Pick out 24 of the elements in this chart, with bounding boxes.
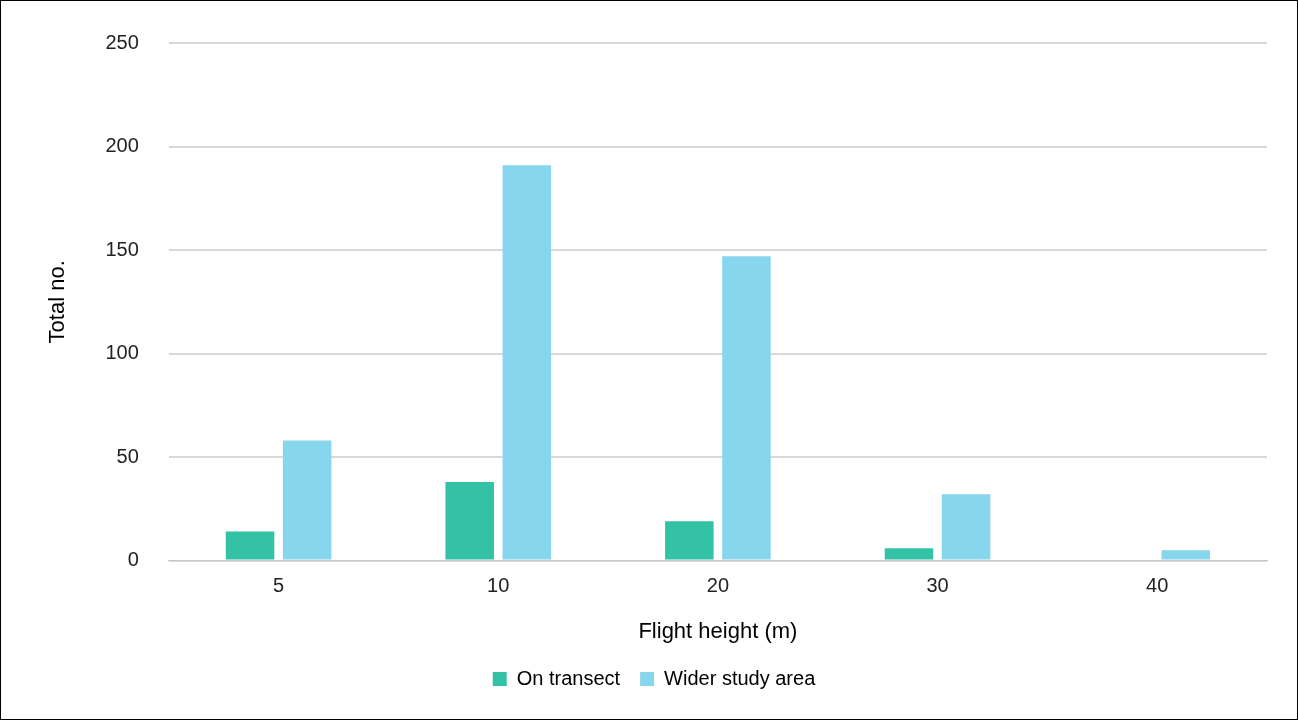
x-axis-title: Flight height (m) [638, 617, 798, 643]
y-tick-label: 200 [105, 134, 139, 157]
bar [502, 165, 552, 560]
legend-label: On transect [516, 666, 621, 689]
bar [445, 481, 494, 560]
x-tick-label: 40 [1146, 574, 1169, 597]
x-tick-label: 5 [273, 574, 285, 597]
y-tick-label: 50 [116, 444, 139, 467]
bar [225, 531, 275, 560]
y-tick-label: 0 [127, 548, 139, 571]
bar [722, 256, 771, 560]
y-tick-label: 150 [105, 237, 139, 260]
bar [1161, 550, 1210, 560]
y-tick-label: 250 [105, 30, 139, 53]
bar [282, 440, 332, 560]
bar [884, 548, 934, 560]
x-tick-label: 20 [706, 574, 730, 597]
x-tick-label: 30 [926, 574, 949, 597]
x-tick-label: 10 [487, 574, 510, 597]
y-axis-title: Total no. [44, 260, 70, 344]
bar [941, 494, 991, 560]
bar [665, 521, 714, 560]
legend-label: Wider study area [664, 666, 817, 689]
y-tick-label: 100 [105, 341, 139, 364]
